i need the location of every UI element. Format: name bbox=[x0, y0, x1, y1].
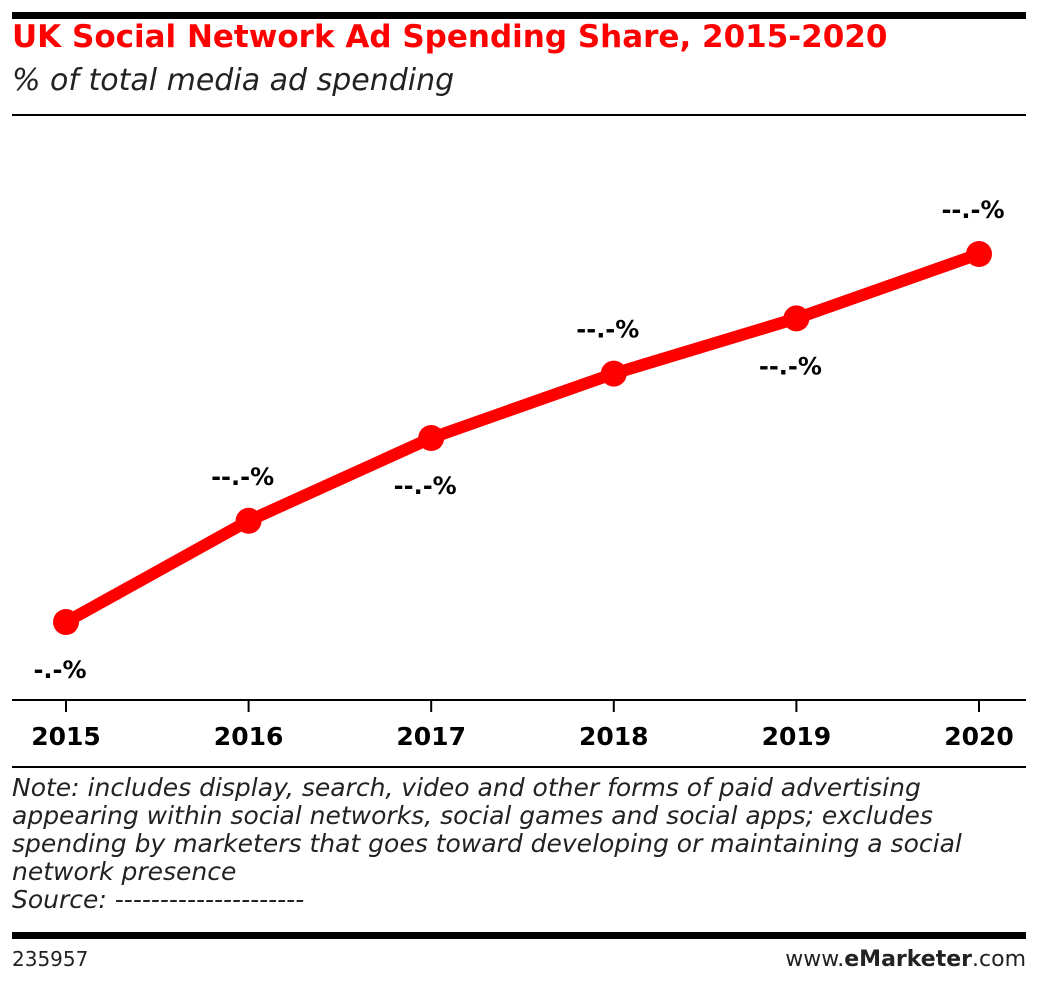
point bbox=[235, 507, 262, 534]
x-tick-label: 2019 bbox=[762, 722, 832, 751]
chart-id: 235957 bbox=[12, 947, 88, 971]
x-tick-label: 2015 bbox=[31, 722, 101, 751]
note: Note: includes display, search, video an… bbox=[12, 774, 1027, 914]
point bbox=[783, 305, 810, 332]
data-label: --.-% bbox=[211, 463, 274, 491]
note-text: Note: includes display, search, video an… bbox=[12, 773, 962, 886]
chart-title: UK Social Network Ad Spending Share, 201… bbox=[12, 19, 887, 55]
data-label: --.-% bbox=[576, 316, 639, 344]
x-tick-label: 2016 bbox=[214, 722, 284, 751]
x-tick-label: 2020 bbox=[944, 722, 1014, 751]
point bbox=[53, 609, 79, 635]
data-label: --.-% bbox=[759, 352, 822, 380]
data-label: -.-% bbox=[33, 656, 86, 684]
brand-part: eMarketer bbox=[844, 947, 972, 972]
brand-part: .com bbox=[972, 947, 1026, 972]
line bbox=[63, 248, 981, 628]
source: Source: --------------------- bbox=[12, 885, 305, 914]
point bbox=[966, 241, 992, 267]
bottom-rule bbox=[12, 932, 1026, 939]
brand: www.eMarketer.com bbox=[785, 947, 1026, 972]
chart-subtitle: % of total media ad spending bbox=[12, 63, 454, 98]
data-label: --.-% bbox=[394, 472, 457, 500]
data-label: --.-% bbox=[941, 196, 1004, 224]
brand-part: www. bbox=[785, 947, 844, 972]
point bbox=[600, 360, 627, 387]
point bbox=[418, 425, 445, 451]
top-rule bbox=[12, 12, 1026, 19]
x-tick-label: 2017 bbox=[396, 722, 466, 751]
x-tick-label: 2018 bbox=[579, 722, 649, 751]
